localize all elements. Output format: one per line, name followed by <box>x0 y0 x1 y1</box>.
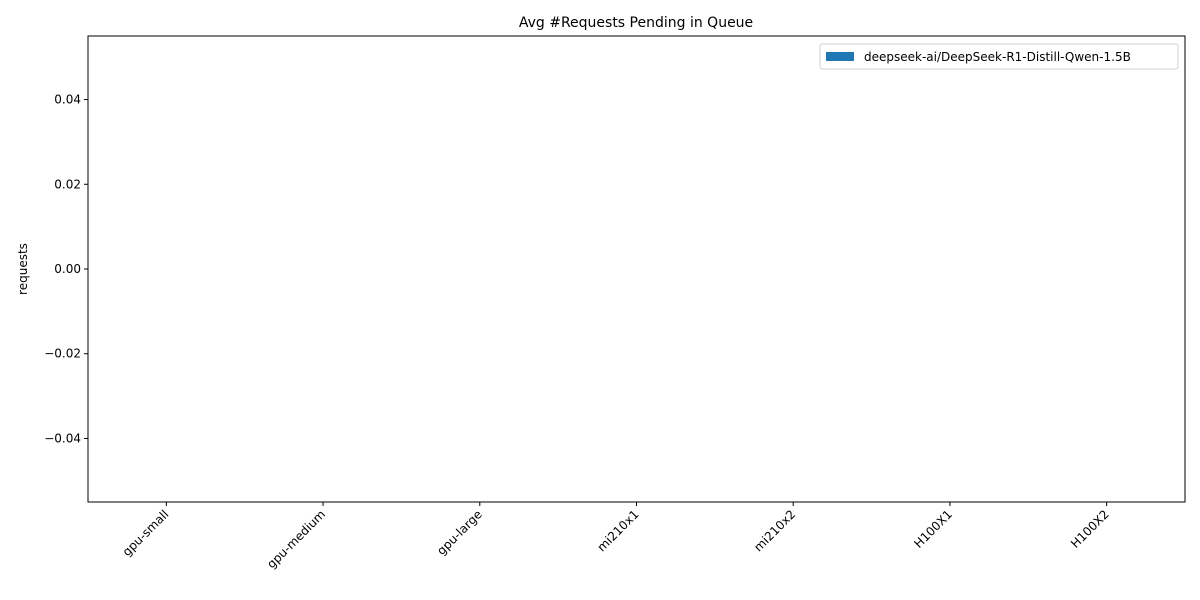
legend-box <box>819 43 1179 70</box>
y-axis-label: requests <box>16 243 30 295</box>
y-tick-label: 0.00 <box>54 262 81 276</box>
legend-label: deepseek-ai/DeepSeek-R1-Distill-Qwen-1.5… <box>864 50 1131 64</box>
legend: deepseek-ai/DeepSeek-R1-Distill-Qwen-1.5… <box>819 43 1179 70</box>
y-axis: −0.04 −0.02 0.00 0.02 0.04 <box>44 93 88 445</box>
y-tick-label: −0.04 <box>44 431 81 445</box>
legend-swatch <box>826 52 854 61</box>
plot-frame <box>87 35 1186 503</box>
chart-title: Avg #Requests Pending in Queue <box>519 15 753 31</box>
y-tick-label: 0.04 <box>54 93 81 107</box>
y-tick-label: −0.02 <box>44 347 81 361</box>
y-tick-label: 0.02 <box>54 177 81 191</box>
